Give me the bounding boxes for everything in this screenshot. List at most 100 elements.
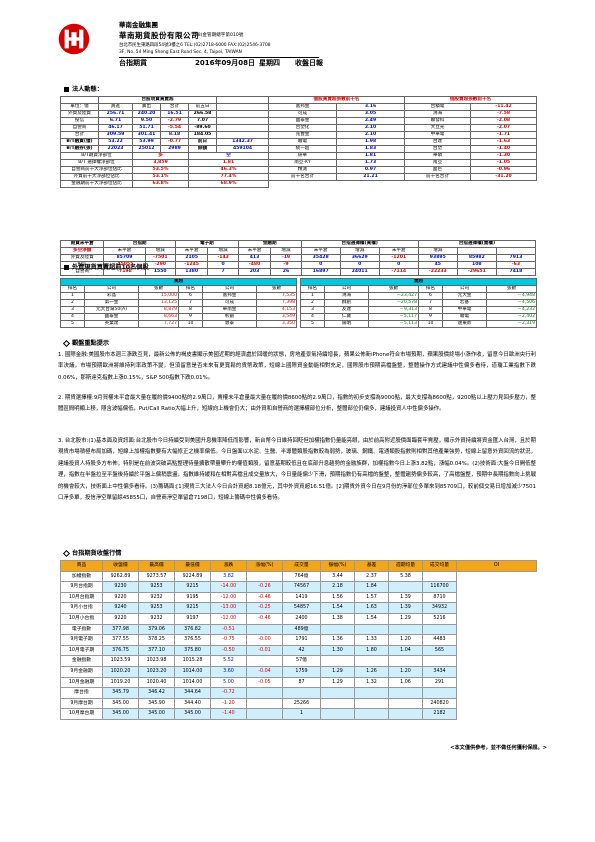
table-cell [246, 697, 283, 710]
commentary-taipei-market: 3. 台北股市:(1)基本面及資訊面:台北股市今日持續受到美國升息機率降低而影響… [58, 438, 536, 502]
table-row: B/T融券(張) 22023 25012 2989 餘額 459104 [60, 145, 270, 153]
company-name: 國泰金 [268, 117, 337, 125]
table-cell [246, 570, 283, 583]
table-cell: 116700 [422, 581, 457, 593]
table-cell [354, 697, 389, 710]
table-cell: 256.71 [98, 110, 133, 118]
table-cell [320, 708, 355, 720]
table-cell [320, 655, 355, 667]
table-cell: -14.00 [210, 581, 247, 593]
table-cell: 7 [207, 268, 239, 276]
table-cell: 565 [422, 644, 457, 657]
table-cell: 5216 [422, 612, 457, 625]
table-cell: -31.20 [469, 173, 538, 181]
table-cell: 國泰金 [84, 313, 139, 321]
table-cell: 1.20 [388, 665, 423, 678]
table-cell: 85982 [456, 254, 497, 262]
column-header: 金融期 [237, 240, 302, 248]
table-cell: -0.26 [246, 581, 283, 593]
row-label: B/T 選擇權淨部位 [60, 159, 133, 167]
table-cell: 自營商 [60, 124, 99, 132]
report-header: 華南金融集團 華南期貨股份有限公司 (98)金管期總字第010號 台北市民生東路… [55, 18, 545, 76]
table-cell [388, 623, 423, 636]
table-cell: 5 [300, 320, 325, 328]
list-item: 聯發科 -2.08 [404, 117, 538, 125]
foreign-sell-top10-table: 個股賣超張數前十名 台積電 -11.42 鴻海 -7.58 聯發科 -2.08 大立光 -2.0… [403, 96, 538, 181]
column-header: 最低價 [174, 560, 211, 572]
company-name: 台塑化 [268, 124, 337, 132]
table-cell: -63 [495, 261, 537, 269]
amount: -1.63 [469, 138, 538, 146]
table-cell [246, 655, 283, 667]
list-item: 台積電 -11.42 [404, 103, 538, 111]
table-row: 自營商前十大淨部位佔比 53.5% 46.3% [60, 166, 270, 174]
table-title-row: 賣超 [299, 278, 538, 286]
table-cell: 7.07 [187, 117, 218, 125]
table-cell [60, 96, 99, 104]
table-cell: 2400 [282, 612, 321, 625]
column-header: 排名 [178, 285, 203, 293]
table-title: 買超 [59, 278, 298, 286]
table-cell: 9.50 [132, 117, 161, 125]
open-interest-table: 期貨未平倉 台指期 電子期 金融期 台指選擇權(買權) 台指選擇權(賣權) 多空淨額 未平倉增… [59, 240, 537, 276]
table-cell: －23,427 [368, 292, 419, 300]
table-cell: 1.29 [320, 665, 355, 678]
column-header: 增減 [339, 247, 380, 255]
table-cell [354, 708, 389, 720]
list-item: 國泰金 2.49 [268, 117, 406, 125]
table-cell: 375.80 [174, 644, 211, 657]
table-cell: 1014.00 [174, 665, 211, 678]
table-cell: -29651 [456, 268, 497, 276]
column-header: 增減 [207, 247, 239, 255]
table-cell: 前十名合計 [404, 173, 471, 181]
table-cell: 外資及陸資 [59, 254, 105, 262]
table-cell: 93895 [417, 254, 458, 262]
table-cell: 7,398 [255, 299, 298, 307]
company-name: 可成 [268, 110, 337, 118]
table-cell: 10 [178, 320, 203, 328]
table-row: 加權指數 9262.89 9273.57 9224.89 3.82 764億 3.44 2.3… [60, 570, 537, 583]
column-header: 週期均量 [388, 560, 423, 572]
table-cell: 7,727 [138, 320, 179, 328]
table-cell [422, 570, 457, 583]
table-cell [495, 247, 537, 255]
table-cell: 1.54 [320, 602, 355, 614]
amount: -0.96 [469, 166, 538, 174]
list-item: 5 陽明 －5,113 10 遠東新 －2,319 [300, 320, 538, 328]
table-cell: -0.25 [246, 602, 283, 614]
table-cell: 1.26 [354, 665, 389, 678]
table-cell: 空 [187, 152, 270, 160]
table-cell [282, 687, 321, 699]
table-cell: B/T融資(億) [60, 138, 99, 146]
table-header-row: 排名 公司 張數 排名 公司 張數 [300, 285, 538, 293]
table-cell: 46.3% [187, 166, 270, 174]
foreign-buy-top10-table: 個股買賣超張數前十名 富邦金 3.16 可成 3.05 國泰金 2.49 台塑化 2.10 兆豐金… [267, 96, 406, 181]
table-cell: 1 [300, 292, 325, 300]
table-cell: 1.81 [187, 159, 270, 167]
table-cell: 1759 [282, 665, 321, 678]
list-item: 南亞-KY 1.73 [268, 159, 406, 167]
column-header: 排名 [418, 285, 443, 293]
column-header: 漲幅(%) [246, 560, 283, 572]
company-name: 富邦金 [268, 103, 337, 111]
report-weekday: 星期四 [259, 59, 280, 67]
table-cell: 3434 [422, 665, 457, 678]
table-cell: 8 [418, 306, 443, 314]
table-cell [216, 131, 270, 139]
column-header: 台指期 [103, 240, 176, 248]
table-cell [354, 655, 389, 667]
list-item: 2 群創 －20,578 7 宏碁 －4,506 [300, 299, 538, 307]
amount: 1.81 [335, 152, 406, 160]
table-cell: 346.42 [138, 687, 175, 699]
table-title-row: 個股賣超張數前十名 [403, 96, 538, 104]
table-cell: 413 [237, 254, 272, 262]
list-item: 可成 3.05 [268, 110, 406, 118]
table-cell: 9232 [138, 612, 175, 625]
column-header: 未平倉 [237, 247, 272, 255]
table-row: B/T融資(億) 53.22 53.99 -0.77 前日 1342.37 [60, 138, 270, 146]
list-item: 研華 1.81 [268, 152, 406, 160]
table-cell: 3,350 [255, 320, 298, 328]
table-cell: -19 [270, 254, 302, 262]
table-row: 9月小台指 9240 9253 9215 -13.00 -0.25 54857 1.54 1.6… [60, 602, 537, 614]
table-row: 外資及陸資 256.71 240.20 16.51 266.58 [60, 110, 270, 118]
